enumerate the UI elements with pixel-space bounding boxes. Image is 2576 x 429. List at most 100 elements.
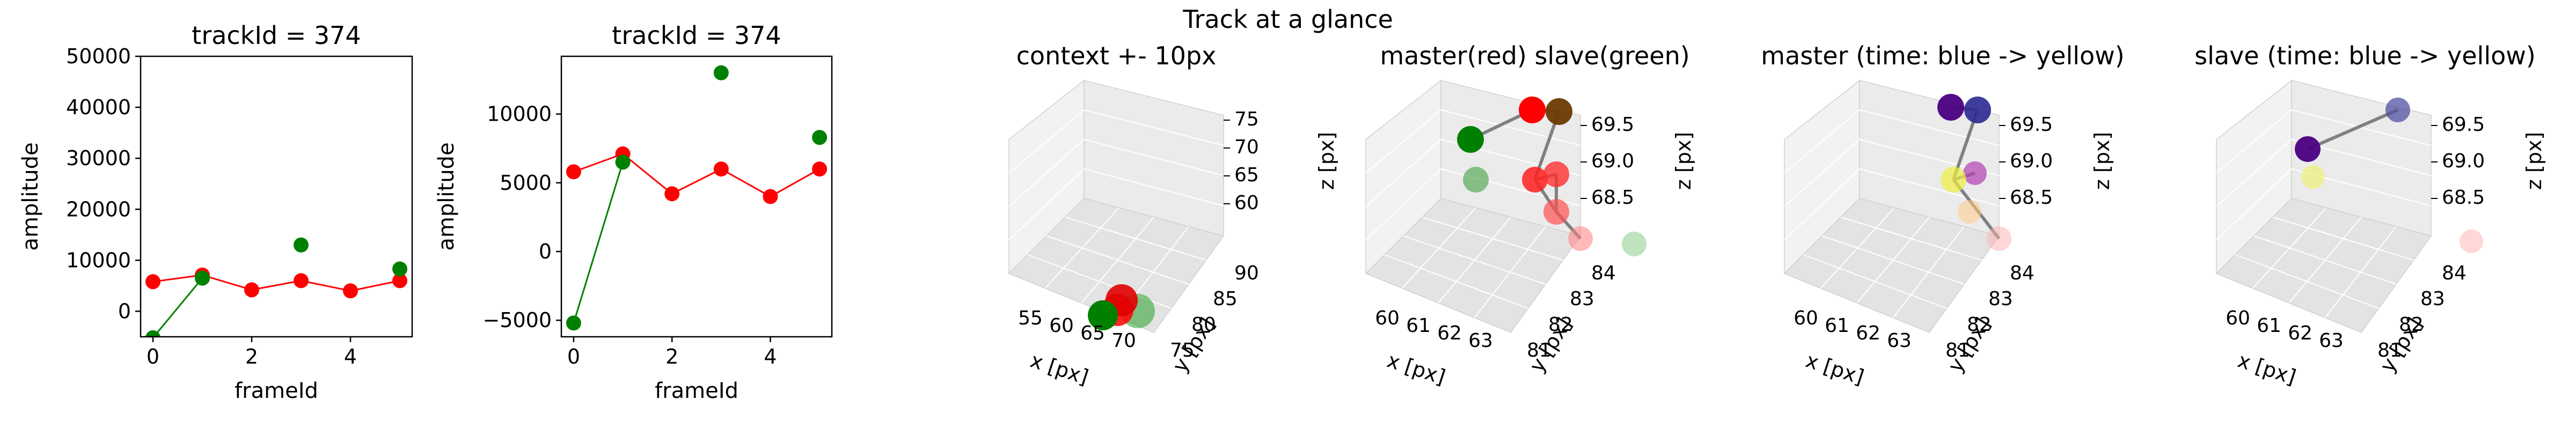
grid-line (1840, 217, 1982, 261)
grid-line (1365, 168, 1581, 241)
x-axis-label: frameId (235, 379, 318, 403)
x-tick-label: 60 (1794, 307, 1818, 329)
data-point (1963, 161, 1987, 185)
y-tick-label: 40000 (66, 95, 131, 119)
y-axis-label: amplitude (434, 142, 459, 250)
grid-line (1422, 217, 1563, 261)
x-tick-label: 60 (1049, 315, 1074, 337)
x-tick-label: 65 (1080, 322, 1105, 344)
data-point (1546, 98, 1572, 125)
y-tick-label: 0 (118, 299, 131, 323)
grid-line (1046, 235, 1189, 285)
x-tick-label: 63 (1887, 330, 1912, 352)
data-point-master (763, 189, 778, 204)
grid-line (2216, 168, 2432, 241)
z-tick-label: 69.5 (1591, 114, 1634, 136)
z-tick-label: 65 (1234, 164, 1259, 186)
y-tick-label: 81 (1527, 339, 1552, 361)
data-point (1987, 226, 2011, 251)
data-point (1088, 300, 1118, 330)
grid-line (1065, 217, 1206, 261)
chart-title: trackId = 374 (192, 21, 361, 50)
grid-line (1784, 138, 2000, 207)
series-line-master (573, 153, 820, 198)
data-point (2460, 230, 2483, 253)
y-tick-label: 82 (1548, 314, 1573, 336)
chart-title: trackId = 374 (612, 21, 781, 50)
data-point (1463, 167, 1489, 193)
x-axis-label: frameId (655, 379, 738, 403)
plot-area (566, 65, 828, 331)
data-point-slave (812, 130, 828, 145)
data-point (2295, 136, 2321, 162)
x-tick-label: 61 (2257, 315, 2281, 337)
x-tick-label: 4 (344, 345, 357, 368)
data-point (1519, 97, 1546, 123)
data-point (1457, 126, 1484, 153)
y-axis-label: amplitude (18, 142, 43, 250)
y-tick-label: 84 (1591, 262, 1616, 284)
grid-line (1821, 235, 1965, 285)
x-tick-label: 2 (665, 345, 678, 368)
chart-panel-2: trackId = 374 0 2 4 −5000 0 5000 10000 frameId am… (434, 21, 833, 403)
x-axis-label: x [px] (2235, 349, 2299, 389)
data-point-master (713, 161, 729, 177)
y-tick-label: 10000 (66, 248, 131, 272)
x-tick-label: 63 (1468, 330, 1493, 352)
axes-frame (140, 55, 413, 338)
chart-panel-5: master (time: blue -> yellow) 60 61 62 63 x [… (1761, 41, 2124, 389)
y-tick-label: 84 (2442, 262, 2467, 284)
track-line (2307, 108, 2399, 151)
z-tick-label: 69.0 (2010, 150, 2053, 172)
series-line-slave (152, 277, 203, 337)
grid-line (1784, 168, 2000, 241)
grid-line (2216, 109, 2432, 174)
y-tick-label: 81 (1945, 339, 1970, 361)
plot-area (145, 237, 407, 337)
data-point-master (343, 283, 358, 299)
chart-panel-4: master(red) slave(green) 60 61 62 63 x [px] 81… (1365, 41, 1695, 389)
chart-panel-1: trackId = 374 0 2 4 0 10000 20000 30000 40000 500… (18, 21, 413, 403)
z-tick-label: 68.5 (2442, 187, 2485, 209)
grid-line (1008, 138, 1224, 207)
y-tick-label: 20000 (66, 197, 131, 221)
y-tick-label: 82 (2399, 314, 2424, 336)
x-tick-label: 2 (245, 345, 258, 368)
y-tick-label: 10000 (487, 102, 552, 126)
grid-line (1008, 109, 1224, 174)
chart-title: slave (time: blue -> yellow) (2194, 41, 2536, 70)
grid-line (1008, 168, 1224, 241)
series-line-slave (573, 161, 624, 323)
x-tick-label: 4 (764, 345, 777, 368)
data-point (1964, 97, 1991, 123)
z-tick-label: 68.5 (1591, 187, 1634, 209)
y-tick-label: 80 (1191, 314, 1216, 336)
z-axis-label: z [px] (1315, 132, 1338, 190)
x-tick-label: 61 (1825, 315, 1849, 337)
z-tick-label: 69.5 (2010, 114, 2053, 136)
data-point-master (145, 274, 160, 290)
data-point-slave (294, 237, 309, 253)
data-point-slave (392, 261, 407, 277)
chart-panel-6: slave (time: blue -> yellow) 60 61 62 63 x [p… (2194, 41, 2546, 389)
z-tick-label: 70 (1234, 136, 1259, 158)
y-tick-label: 83 (1988, 288, 2013, 310)
grid-line (2324, 226, 2397, 319)
data-point-master (294, 273, 309, 289)
data-point (1543, 161, 1569, 187)
data-point-slave (713, 65, 729, 80)
x-tick-label: 61 (1406, 315, 1431, 337)
y-tick-label: −5000 (482, 308, 552, 332)
grid-line (2216, 138, 2432, 207)
x-tick-label: 0 (567, 345, 580, 368)
grid-line (1403, 235, 1546, 285)
y-tick-label: 83 (1570, 288, 1594, 310)
data-point (1937, 94, 1964, 121)
data-point-slave (145, 330, 160, 337)
y-tick-label: 82 (1967, 314, 1992, 336)
y-tick-label: 50000 (66, 45, 131, 68)
z-axis-label: z [px] (2090, 132, 2114, 190)
z-tick-label: 68.5 (2010, 187, 2053, 209)
data-point (1622, 232, 1646, 256)
